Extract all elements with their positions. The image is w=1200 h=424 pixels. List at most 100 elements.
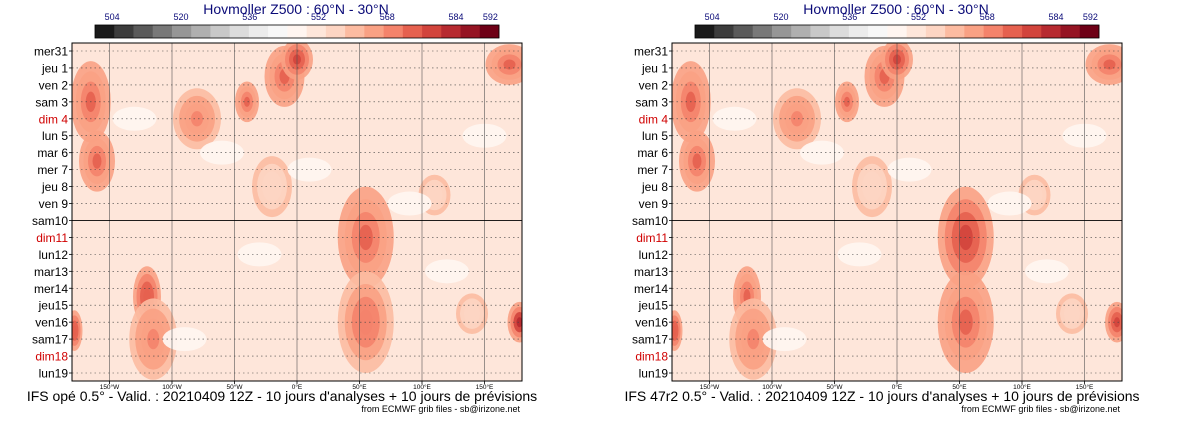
chart-title: Hovmoller Z500 : 60°N - 30°N — [203, 1, 389, 17]
colorbar-tick-label: 552 — [311, 12, 326, 22]
colorbar-swatch — [287, 25, 307, 38]
colorbar-tick-label: 520 — [773, 12, 788, 22]
y-axis-days: mer31 jeu 1 ven 2 sam 3 dim 4 lun 5 mar 6 mer 7… — [32, 45, 72, 381]
colorbar-swatch — [983, 25, 1004, 38]
y-tick-label: sam 3 — [35, 95, 68, 109]
y-axis-days: mer31 jeu 1 ven 2 sam 3 dim 4 lun 5 mar 6 mer 7… — [632, 45, 672, 381]
y-tick-label: mer31 — [634, 45, 668, 59]
colorbar-swatch — [848, 25, 869, 38]
y-tick-label: dim 4 — [639, 112, 669, 126]
colorbar-swatch — [383, 25, 404, 38]
colorbar-swatch — [364, 25, 384, 38]
trough-band — [237, 242, 282, 267]
y-tick-label: jeu 1 — [641, 61, 668, 75]
y-tick-label: jeu15 — [38, 299, 69, 313]
colorbar-tick-label: 504 — [105, 12, 120, 22]
height-contour-band — [430, 189, 439, 201]
colorbar-tick-label: 568 — [980, 12, 995, 22]
height-contour-band — [1114, 317, 1120, 328]
colorbar-tick-label: 504 — [705, 12, 720, 22]
y-tick-label: mer 7 — [637, 163, 668, 177]
colorbar-swatch — [479, 25, 500, 38]
trough-band — [287, 157, 332, 182]
colorbar-frame — [94, 24, 500, 39]
height-contour-band — [244, 96, 250, 107]
colorbar-swatch — [714, 25, 734, 38]
colorbar-swatch — [133, 25, 154, 38]
y-tick-label: mar13 — [634, 265, 668, 279]
y-tick-label: ven 9 — [639, 197, 669, 211]
height-contour-band — [468, 308, 476, 319]
colorbar-swatch — [422, 25, 442, 38]
trough-band — [712, 106, 757, 131]
colorbar-tick-label: 584 — [1049, 12, 1064, 22]
y-tick-label: ven 2 — [39, 78, 69, 92]
height-contour-band — [844, 96, 850, 107]
hovmoller-panel-ifs-ope: Hovmoller Z500 : 60°N - 30°N 504 520 536 55… — [27, 1, 537, 414]
colorbar: 504 520 536 552 568 584 592 — [94, 12, 500, 39]
chart-title: Hovmoller Z500 : 60°N - 30°N — [803, 1, 989, 17]
y-tick-label: sam17 — [632, 333, 668, 347]
geopotential-field — [672, 43, 1122, 381]
colorbar-swatch — [1022, 25, 1042, 38]
colorbar-swatch — [945, 25, 965, 38]
colorbar-tick-label: 536 — [842, 12, 857, 22]
colorbar-swatch — [925, 25, 946, 38]
colorbar-swatch — [695, 25, 715, 38]
x-tick-label: 150°E — [1076, 383, 1094, 391]
x-tick-label: 100°W — [162, 383, 182, 391]
colorbar-swatch — [752, 25, 773, 38]
height-contour-band — [791, 111, 803, 127]
y-tick-label: jeu 8 — [41, 180, 68, 194]
height-contour-band — [672, 325, 677, 336]
x-tick-label: 100°W — [762, 383, 782, 391]
y-tick-label: lun 5 — [642, 129, 668, 143]
colorbar-swatch — [771, 25, 792, 38]
height-contour-band — [867, 178, 877, 195]
x-tick-label: 50°E — [952, 383, 967, 391]
colorbar-swatch — [1060, 25, 1081, 38]
y-tick-label: dim 4 — [39, 112, 69, 126]
y-tick-label: dim18 — [35, 350, 68, 364]
x-tick-label: 0°E — [292, 383, 303, 391]
colorbar-tick-label: 552 — [911, 12, 926, 22]
height-contour-band — [692, 153, 702, 169]
y-tick-label: sam17 — [32, 333, 68, 347]
y-tick-label: lun 5 — [42, 129, 68, 143]
colorbar-swatch — [733, 25, 754, 38]
y-tick-label: lun12 — [639, 248, 669, 262]
colorbar-swatch — [1079, 25, 1100, 38]
y-tick-label: sam 3 — [635, 95, 668, 109]
x-axis-longitude: 150°W 100°W 50°W 0°E 50°E 100°E 150°E — [700, 381, 1094, 391]
colorbar-swatch — [248, 25, 269, 38]
colorbar-swatch — [1041, 25, 1061, 38]
hovmoller-chart-ifs-ope: Hovmoller Z500 : 60°N - 30°N 504 520 536 55… — [27, 1, 537, 414]
colorbar-swatch — [868, 25, 888, 38]
hovmoller-chart-ifs-47r2: Hovmoller Z500 : 60°N - 30°N 504 520 536 55… — [624, 1, 1139, 414]
y-tick-label: ven 9 — [39, 197, 69, 211]
chart-credit: from ECMWF grib files - sb@irizone.net — [361, 404, 520, 414]
x-tick-label: 50°W — [827, 383, 844, 391]
y-tick-label: ven 2 — [639, 78, 669, 92]
y-tick-label: jeu15 — [638, 299, 669, 313]
chart-subtitle: IFS 47r2 0.5° - Valid. : 20210409 12Z - … — [624, 388, 1139, 404]
colorbar-swatch — [210, 25, 230, 38]
y-tick-label: mar 6 — [37, 146, 68, 160]
colorbar-swatch — [95, 25, 115, 38]
height-contour-band — [516, 317, 522, 328]
colorbar-swatch — [441, 25, 461, 38]
colorbar-swatch — [810, 25, 830, 38]
colorbar-swatch — [306, 25, 327, 38]
colorbar-tick-label: 592 — [1083, 12, 1098, 22]
colorbar-tick-label: 520 — [173, 12, 188, 22]
height-contour-band — [1068, 308, 1076, 319]
colorbar-tick-label: 536 — [242, 12, 257, 22]
y-tick-label: ven16 — [635, 316, 668, 330]
colorbar-tick-label: 592 — [483, 12, 498, 22]
y-tick-label: mer14 — [34, 282, 68, 296]
height-contour-band — [503, 59, 516, 70]
x-tick-label: 50°W — [227, 383, 244, 391]
x-axis-longitude: 150°W 100°W 50°W 0°E 50°E 100°E 150°E — [100, 381, 494, 391]
x-tick-label: 150°E — [476, 383, 494, 391]
y-tick-label: ven16 — [35, 316, 68, 330]
